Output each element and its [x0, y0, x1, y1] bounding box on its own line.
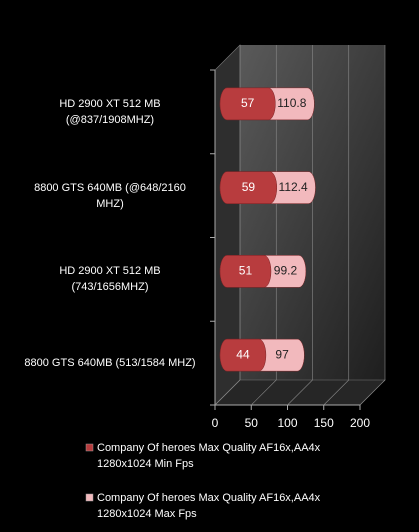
legend-marker: [85, 493, 94, 502]
grid-line: [214, 379, 241, 406]
x-tick-label: 0: [212, 416, 219, 430]
bar: [219, 338, 267, 372]
x-tick-label: 150: [314, 416, 334, 430]
bar: [219, 255, 272, 288]
grid-line: [251, 379, 277, 406]
x-tick-label: 100: [277, 416, 297, 430]
data-label: 99.2: [274, 264, 298, 278]
data-label: 112.4: [279, 180, 308, 194]
legend-label: Company Of heroes Max Quality AF16x,AA4x…: [97, 492, 321, 520]
data-label: 44: [236, 347, 250, 361]
y-tick-label: HD 2900 XT 512 MB (743/1656MHZ): [59, 265, 161, 294]
x-tick-label: 50: [245, 416, 259, 430]
x-tick-label: 200: [350, 416, 370, 430]
data-label: 59: [242, 180, 256, 194]
data-label: 110.8: [277, 96, 306, 110]
legend-label: Company Of heroes Max Quality AF16x,AA4x…: [97, 442, 321, 470]
y-tick-label: HD 2900 XT 512 MB (@837/1908MHZ): [59, 97, 161, 126]
grid-line: [323, 379, 349, 406]
grid-line: [359, 379, 386, 406]
data-label: 51: [239, 264, 253, 278]
data-label: 97: [275, 347, 289, 361]
legend-marker: [85, 443, 94, 452]
grid-line: [287, 379, 313, 406]
y-tick-label: 8800 GTS 640MB (513/1584 MHZ): [24, 357, 196, 370]
data-label: 57: [241, 96, 255, 110]
bar: [219, 171, 278, 204]
bar: [219, 87, 276, 121]
y-tick-label: 8800 GTS 640MB (@648/2160 MHZ): [34, 181, 186, 210]
